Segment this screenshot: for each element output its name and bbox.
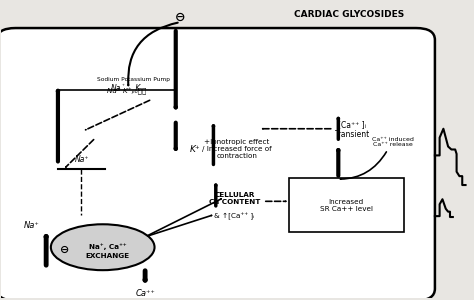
Text: Na⁺, Ca⁺⁺: Na⁺, Ca⁺⁺ — [89, 243, 126, 250]
Text: ⁺: ⁺ — [121, 84, 125, 89]
Text: K: K — [133, 84, 141, 93]
Text: +Ionotropic effect
/ Increased force of
contraction: +Ionotropic effect / Increased force of … — [202, 140, 272, 160]
Text: Transient: Transient — [335, 130, 370, 139]
Text: [Ca⁺⁺ ]ᵢ: [Ca⁺⁺ ]ᵢ — [338, 120, 366, 129]
Text: Ca⁺⁺ induced
Ca⁺⁺ release: Ca⁺⁺ induced Ca⁺⁺ release — [372, 137, 413, 148]
Text: ⊖: ⊖ — [60, 244, 70, 255]
Text: Sodium Potassium Pump: Sodium Potassium Pump — [97, 77, 170, 83]
Text: Increased
SR Ca++ level: Increased SR Ca++ level — [320, 199, 373, 212]
Text: CELLULAR
Ca CONTENT: CELLULAR Ca CONTENT — [209, 192, 260, 205]
Text: Na⁺ K⁺ₚᵤᵭᵭ: Na⁺ K⁺ₚᵤᵭᵭ — [107, 88, 146, 95]
Text: Na⁺: Na⁺ — [74, 155, 89, 164]
Ellipse shape — [51, 224, 155, 270]
FancyBboxPatch shape — [289, 178, 404, 232]
Text: & ↑[Ca⁺⁺ ]ᵢ: & ↑[Ca⁺⁺ ]ᵢ — [214, 212, 255, 220]
Text: Na⁺: Na⁺ — [24, 220, 40, 230]
Text: K⁺: K⁺ — [190, 145, 201, 154]
Text: CARDIAC GLYCOSIDES: CARDIAC GLYCOSIDES — [293, 10, 404, 19]
Text: Ca⁺⁺: Ca⁺⁺ — [135, 289, 155, 298]
FancyBboxPatch shape — [0, 28, 435, 300]
Text: EXCHANGE: EXCHANGE — [85, 253, 129, 259]
Text: Na: Na — [111, 84, 121, 93]
Text: ⊖: ⊖ — [175, 11, 186, 24]
